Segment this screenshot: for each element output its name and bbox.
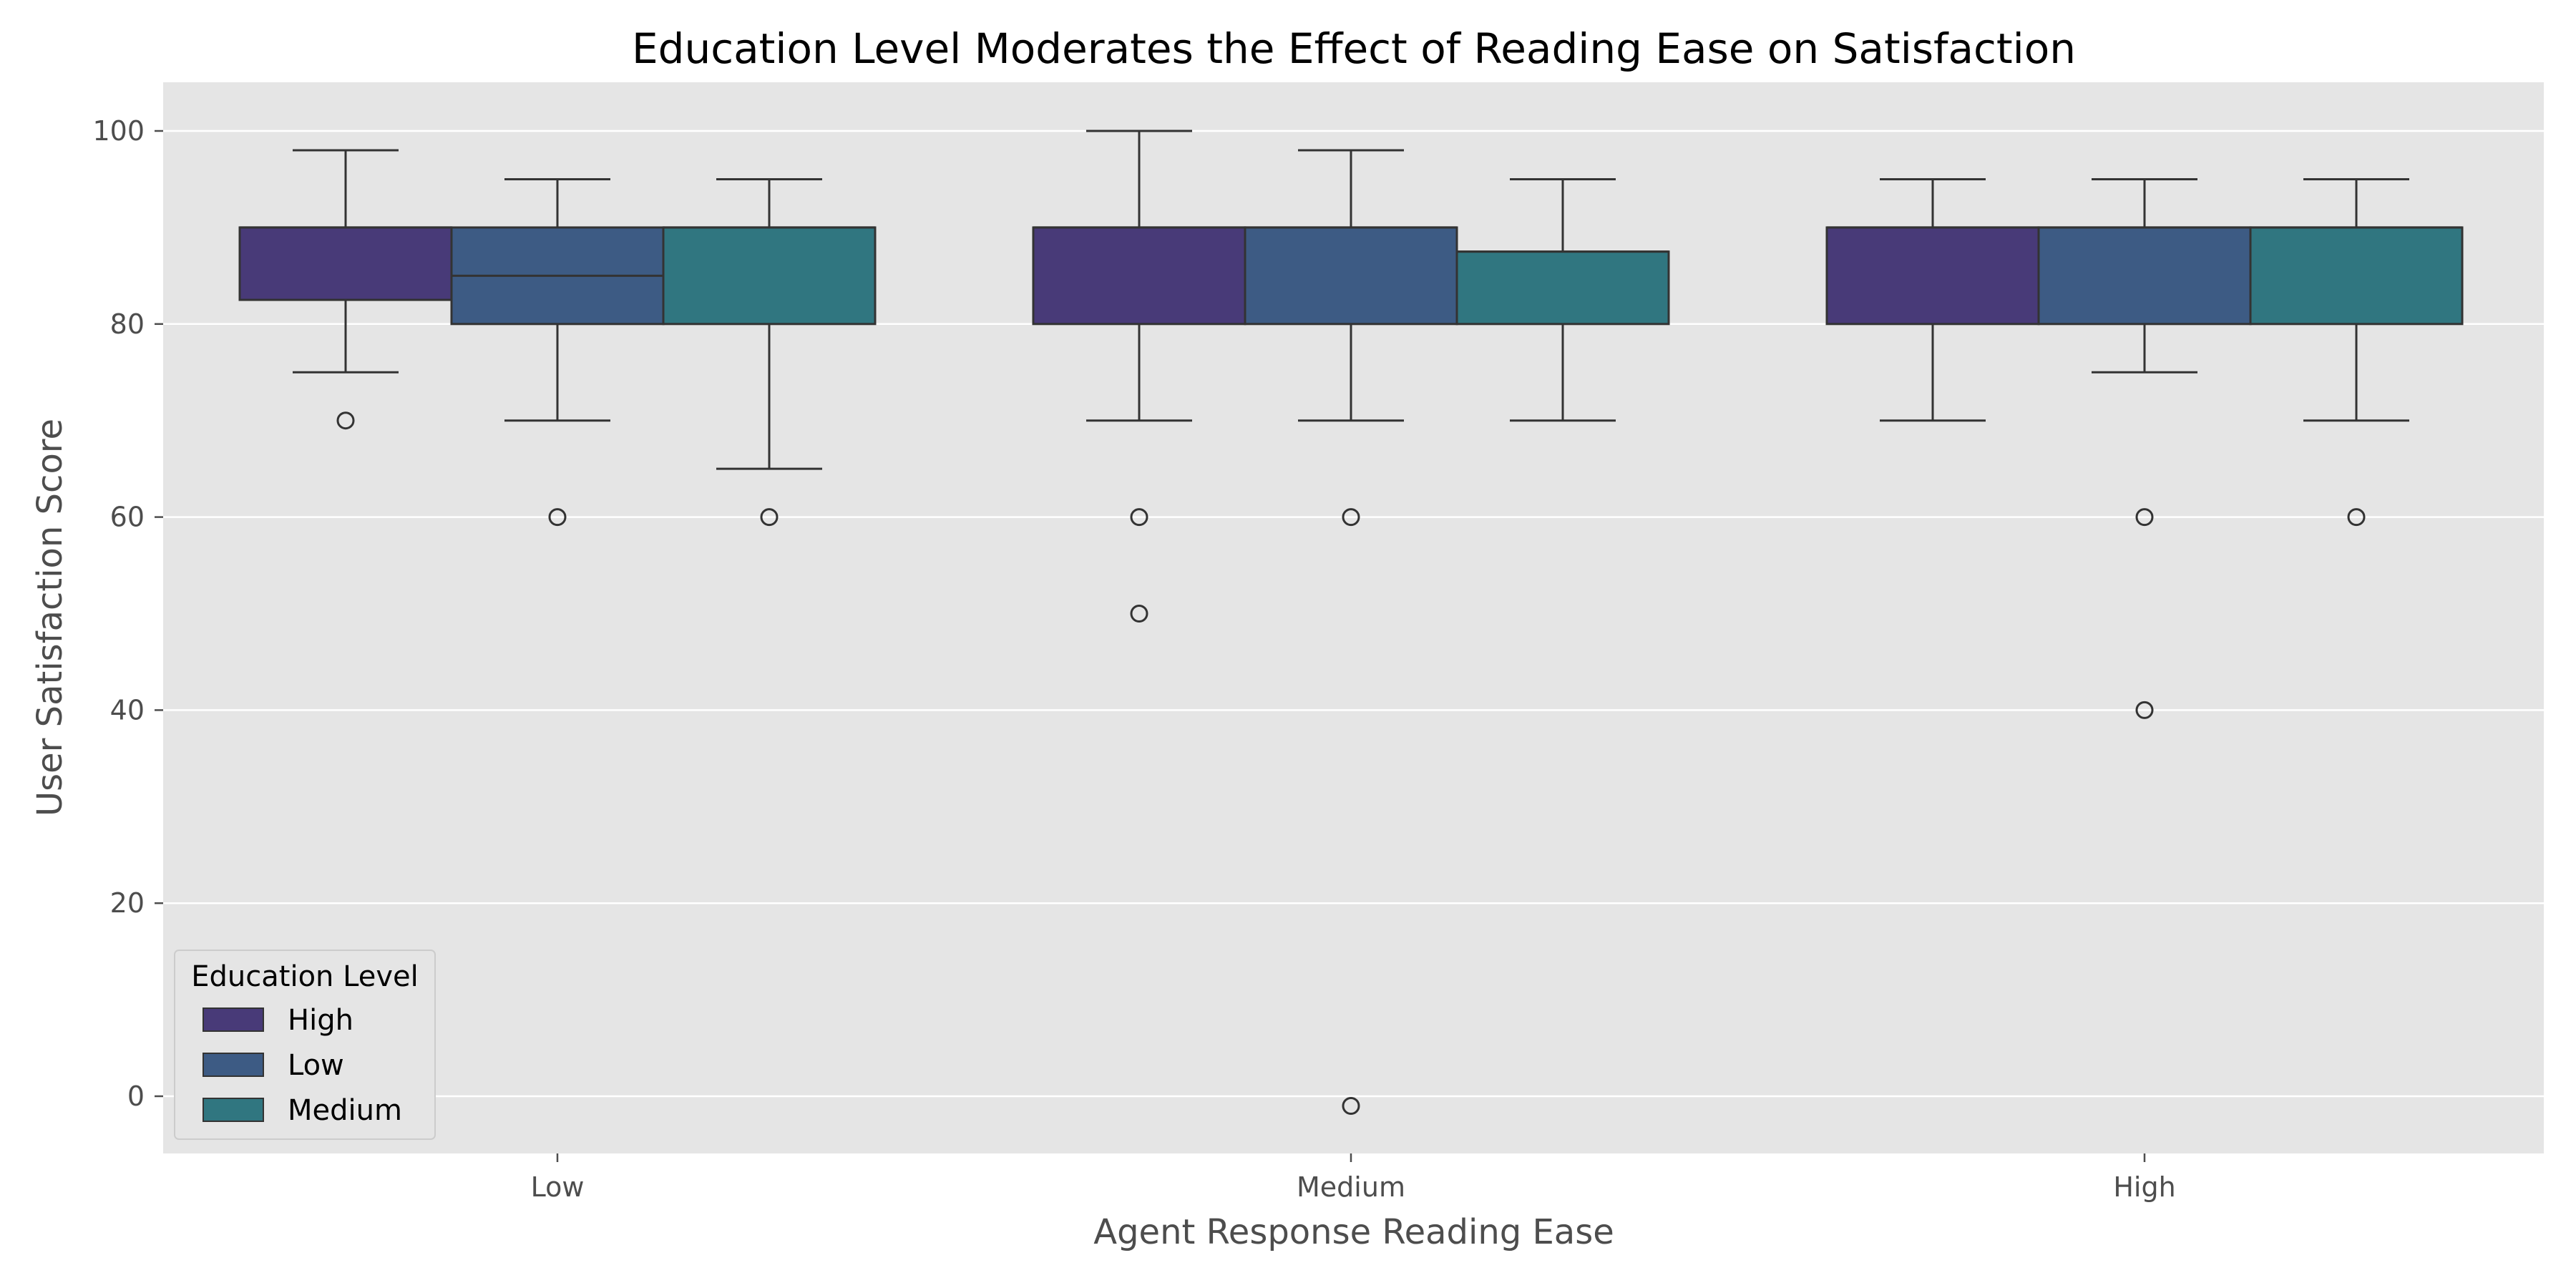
legend-swatch <box>203 1008 264 1032</box>
legend-label: Medium <box>288 1094 402 1127</box>
outlier-point <box>548 508 567 527</box>
outlier-point <box>1130 605 1148 623</box>
legend-swatch <box>203 1053 264 1077</box>
x-axis-label: Agent Response Reading Ease <box>1093 1212 1614 1252</box>
gridlines <box>163 130 2544 1098</box>
box-high-low <box>238 149 453 430</box>
y-tick-label: 20 <box>110 887 145 919</box>
legend-swatch <box>203 1098 264 1122</box>
iqr-box <box>1244 226 1458 326</box>
y-tick-label: 80 <box>110 308 145 340</box>
box-medium-low <box>662 177 877 527</box>
x-tick-label: High <box>2113 1171 2175 1203</box>
box-low-high <box>2037 177 2252 719</box>
legend-label: Low <box>288 1049 344 1082</box>
box-medium-medium <box>1455 177 1670 422</box>
outlier-point <box>2135 701 2154 719</box>
box-medium-high <box>2249 177 2464 527</box>
iqr-box <box>662 226 877 326</box>
outlier-point <box>336 411 355 430</box>
y-tick-label: 40 <box>110 694 145 726</box>
iqr-box <box>238 226 453 301</box>
legend-title: Education Level <box>191 960 418 993</box>
iqr-box <box>1455 250 1670 326</box>
y-tick-label: 0 <box>127 1080 145 1112</box>
outlier-point <box>1342 508 1360 527</box>
x-tick-label: Low <box>531 1171 585 1203</box>
x-axis-ticks: Low Medium High <box>531 1153 2176 1203</box>
x-tick-label: Medium <box>1297 1171 1405 1203</box>
legend-label: High <box>288 1004 353 1037</box>
outlier-point <box>2347 508 2366 527</box>
y-tick-label: 100 <box>92 115 145 147</box>
outlier-point <box>1342 1096 1360 1115</box>
outlier-point <box>1130 508 1148 527</box>
box-high-medium <box>1032 130 1246 623</box>
box-low-medium <box>1244 149 1458 1115</box>
box-low-low <box>450 177 665 527</box>
outlier-point <box>760 508 779 527</box>
iqr-box <box>1032 226 1246 326</box>
box-groups <box>238 130 2464 1115</box>
chart-title: Education Level Moderates the Effect of … <box>632 24 2076 73</box>
box-high-high <box>1825 177 2040 422</box>
iqr-box <box>2249 226 2464 326</box>
y-axis-label: User Satisfaction Score <box>30 419 70 816</box>
iqr-box <box>2037 226 2252 326</box>
outlier-point <box>2135 508 2154 527</box>
iqr-box <box>1825 226 2040 326</box>
legend-frame <box>174 950 436 1140</box>
legend: Education Level High Low Medium <box>174 950 436 1140</box>
y-tick-label: 60 <box>110 502 145 533</box>
y-axis-ticks: 0 20 40 60 80 100 <box>92 115 163 1112</box>
